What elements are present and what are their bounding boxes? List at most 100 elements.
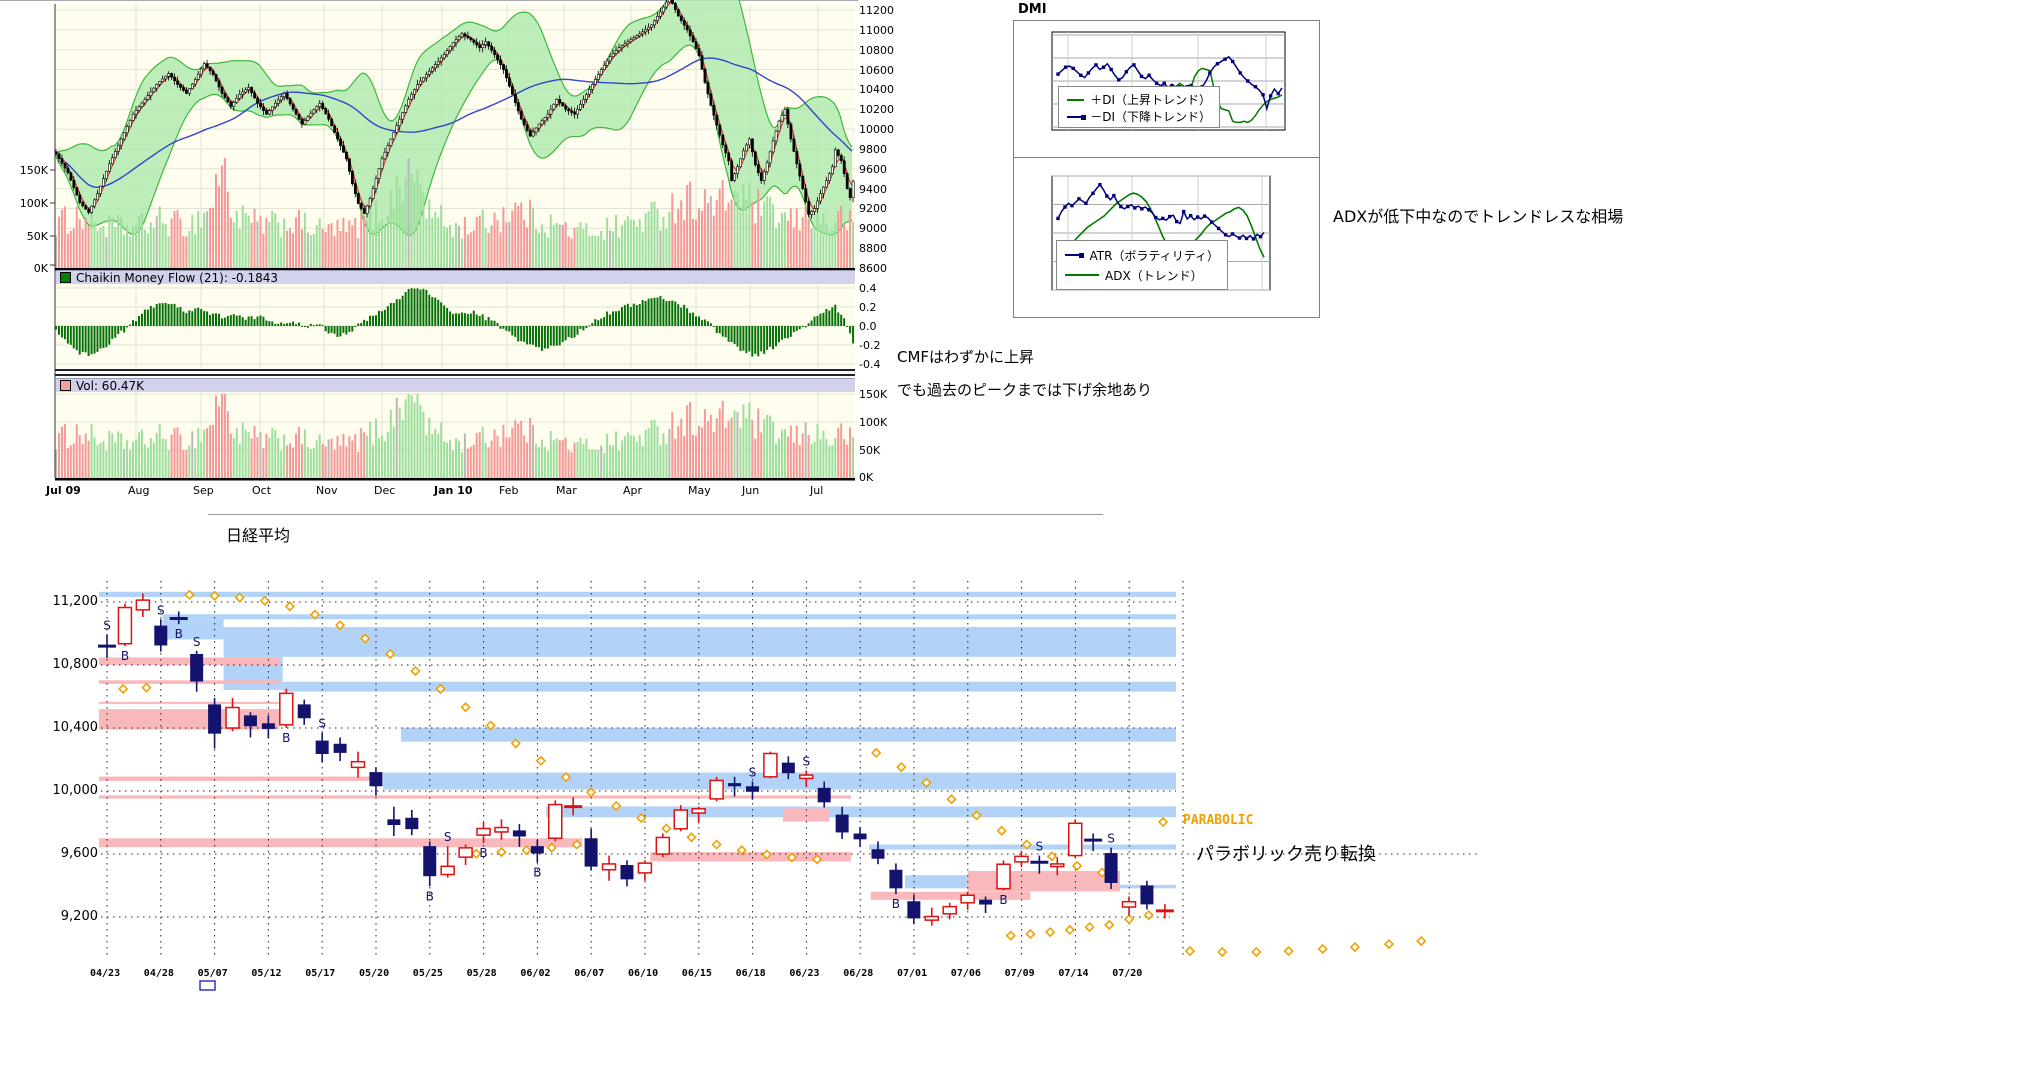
axis-tick-label: 06/02 [520, 968, 551, 979]
atr-label: ATR（ボラティリティ） [1089, 248, 1219, 263]
axis-tick-label: 06/28 [843, 968, 874, 979]
svg-text:S: S [318, 717, 326, 731]
top-divider [0, 0, 858, 1]
axis-tick-label: 04/28 [143, 968, 174, 979]
axis-tick-label: 07/14 [1058, 968, 1089, 979]
section-divider [208, 514, 1103, 515]
cmf-panel-header: Chaikin Money Flow (21): -0.1843 [56, 270, 855, 285]
cmf-series-icon [60, 272, 71, 283]
atr-line-icon [1065, 253, 1084, 258]
axis-tick-label: 06/15 [681, 968, 712, 979]
axis-tick-label: 0.2 [859, 301, 877, 314]
axis-tick-label: 10600 [859, 63, 894, 77]
price-volume-chart [50, 0, 855, 481]
axis-tick-label: 11000 [859, 23, 894, 37]
axis-tick-label: 05/28 [466, 968, 497, 979]
axis-tick-label: 9,600 [60, 846, 98, 861]
svg-text:B: B [533, 866, 541, 880]
axis-tick-label: 9,200 [60, 909, 98, 924]
axis-tick-label: Jul 09 [46, 484, 81, 497]
vol-header-label: Vol: 60.47K [76, 378, 145, 393]
axis-tick-label: 100K [859, 416, 888, 429]
axis-tick-label: 10,400 [52, 720, 99, 735]
svg-text:S: S [193, 635, 201, 649]
axis-tick-label: Jun [742, 484, 760, 497]
axis-tick-label: 06/23 [789, 968, 820, 979]
adx-line-icon [1065, 274, 1099, 276]
svg-text:B: B [282, 731, 290, 745]
parabolic-annotation: パラボリック売り転換 [1196, 844, 1376, 865]
axis-tick-label: 9600 [859, 162, 887, 176]
axis-tick-label: 10000 [859, 123, 894, 137]
axis-tick-label: 0.4 [859, 282, 877, 295]
axis-tick-label: 150K [859, 388, 888, 401]
axis-tick-label: 11200 [859, 4, 894, 17]
adx-annotation: ADXが低下中なのでトレンドレスな相場 [1333, 207, 1624, 226]
axis-tick-label: -0.2 [859, 339, 881, 352]
vol-series-icon [60, 380, 71, 391]
axis-tick-label: 06/18 [735, 968, 766, 979]
cmf-annotation-2: でも過去のピークまでは下げ余地あり [897, 381, 1153, 399]
adx-label: ADX（トレンド） [1105, 268, 1203, 283]
svg-text:S: S [1036, 840, 1044, 854]
axis-tick-label: 8800 [859, 242, 887, 256]
axis-tick-label: 10,800 [52, 657, 99, 672]
svg-text:S: S [103, 618, 111, 632]
axis-tick-label: 07/06 [950, 968, 981, 979]
axis-tick-label: Jul [810, 484, 824, 497]
svg-text:B: B [892, 897, 900, 911]
axis-tick-label: 10,000 [52, 783, 99, 798]
axis-tick-label: 100K [19, 197, 48, 210]
axis-tick-label: 05/25 [412, 968, 443, 979]
minus-di-line-icon [1067, 114, 1086, 120]
cmf-header-label: Chaikin Money Flow (21): -0.1843 [76, 270, 278, 285]
dmi-legend-plus-di: ＋DI（上昇トレンド） [1067, 91, 1211, 108]
atr-legend-adx: ADX（トレンド） [1065, 267, 1219, 284]
axis-tick-label: Feb [499, 484, 519, 497]
axis-tick-label: Nov [316, 484, 338, 497]
plus-di-label: ＋DI（上昇トレンド） [1090, 93, 1211, 107]
cmf-annotation-1: CMFはわずかに上昇 [897, 348, 1035, 366]
minus-di-label: －DI（下降トレンド） [1090, 110, 1211, 124]
atr-legend: ATR（ボラティリティ） ADX（トレンド） [1056, 240, 1228, 290]
axis-tick-label: 05/07 [197, 968, 228, 979]
svg-text:S: S [1107, 832, 1115, 846]
svg-text:S: S [802, 755, 810, 769]
axis-tick-label: Apr [623, 484, 643, 497]
axis-tick-label: 11,200 [52, 594, 99, 609]
axis-tick-label: 10400 [859, 83, 894, 97]
svg-text:B: B [426, 889, 434, 903]
axis-tick-label: 8600 [859, 261, 887, 275]
axis-tick-label: 04/23 [90, 968, 121, 979]
svg-text:B: B [999, 893, 1007, 907]
axis-tick-label: Jan 10 [434, 484, 473, 497]
axis-tick-label: 50K [26, 230, 48, 243]
axis-tick-label: -0.4 [859, 358, 881, 371]
svg-text:S: S [749, 766, 757, 780]
axis-tick-label: 0K [33, 262, 48, 275]
axis-tick-label: 9200 [859, 202, 887, 216]
axis-tick-label: Aug [128, 484, 150, 497]
axis-tick-label: 06/10 [628, 968, 659, 979]
axis-tick-label: 06/07 [574, 968, 605, 979]
axis-tick-label: 9400 [859, 182, 887, 196]
axis-tick-label: Mar [556, 484, 577, 497]
axis-tick-label: 05/20 [359, 968, 390, 979]
axis-tick-label: 05/17 [305, 968, 336, 979]
axis-tick-label: 0K [859, 471, 874, 484]
svg-text:B: B [479, 846, 487, 860]
svg-text:B: B [175, 627, 183, 641]
axis-tick-label: 10800 [859, 43, 894, 57]
axis-tick-label: 07/01 [897, 968, 928, 979]
axis-tick-label: May [688, 484, 711, 497]
svg-text:S: S [157, 603, 165, 617]
axis-tick-label: 07/09 [1004, 968, 1035, 979]
nikkei-chart-title: 日経平均 [226, 526, 291, 545]
axis-tick-label: Oct [252, 484, 272, 497]
parabolic-series-label: PARABOLIC [1183, 813, 1254, 828]
plus-di-line-icon [1067, 98, 1085, 101]
axis-tick-label: 05/12 [251, 968, 282, 979]
axis-tick-label: Dec [374, 484, 396, 497]
